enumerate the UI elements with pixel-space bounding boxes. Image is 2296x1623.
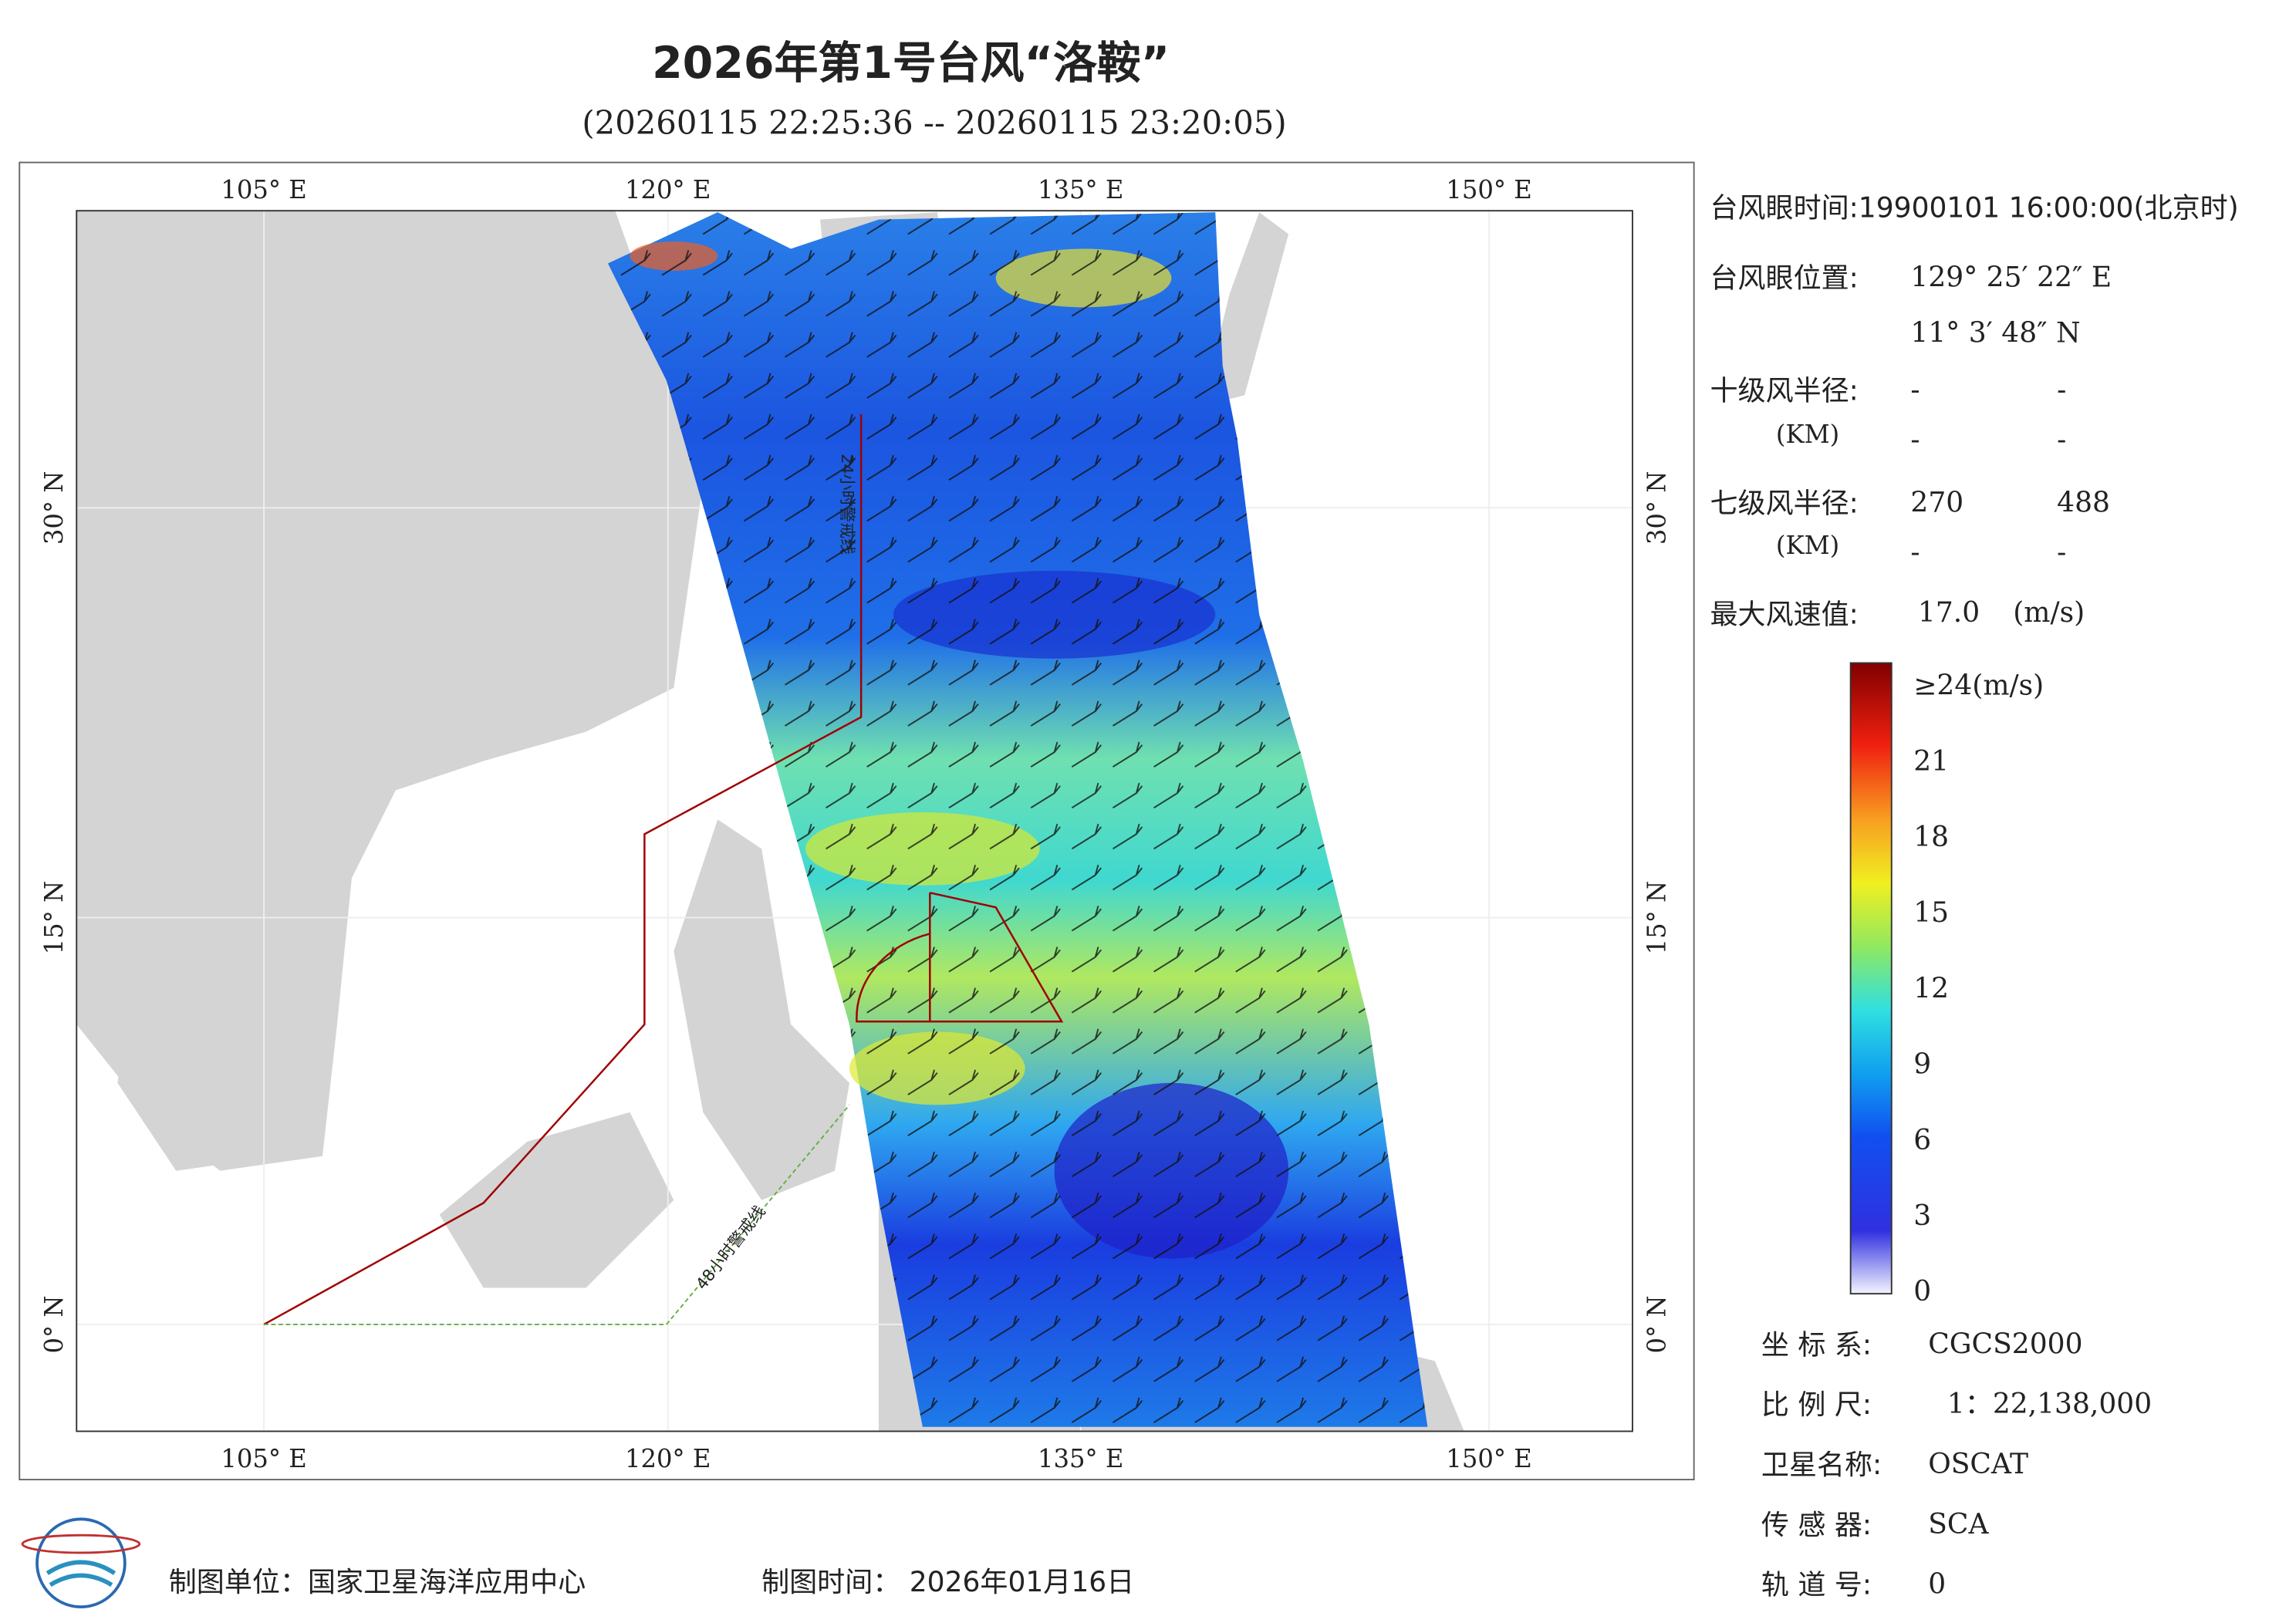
lon-label: 150° E — [1446, 1444, 1531, 1473]
max-wind: 17.0 — [1918, 597, 1980, 629]
meta-value: CGCS2000 — [1928, 1328, 2082, 1360]
footer-time: 制图时间： 2026年01月16日 — [761, 1567, 1134, 1598]
r10-value: - — [1910, 424, 1920, 456]
meta-label: 比 例 尺: — [1761, 1389, 1872, 1421]
lon-label: 105° E — [221, 1444, 306, 1473]
r10-label: 十级风半径: — [1710, 375, 1859, 407]
meta-label: 卫星名称: — [1761, 1449, 1882, 1481]
meta-value: 1：22,138,000 — [1947, 1388, 2152, 1420]
lat-label: 0° N — [39, 1295, 69, 1353]
eye-position-label: 台风眼位置: — [1710, 262, 1859, 294]
r7-value: - — [1910, 537, 1920, 569]
meta-label: 轨 道 号: — [1761, 1570, 1872, 1601]
lon-label: 105° E — [221, 175, 306, 204]
meta-value: 0 — [1928, 1569, 1946, 1601]
lon-label: 150° E — [1446, 175, 1531, 204]
title: 2026年第1号台风“洛鞍” — [652, 38, 1170, 89]
lon-label: 135° E — [1038, 175, 1123, 204]
warning-line-24h — [263, 413, 863, 1326]
r7-label: 七级风半径: — [1710, 488, 1859, 520]
max-wind-label: 最大风速值: — [1710, 599, 1859, 631]
meta-value: OSCAT — [1928, 1449, 2028, 1480]
warning-label-24h: 24小时警戒线 — [838, 454, 856, 555]
r7-value: 488 — [2057, 488, 2110, 519]
r10-value: - — [2057, 374, 2066, 406]
wind-barbs — [607, 212, 1428, 1427]
r10-unit: (KM) — [1776, 420, 1839, 449]
land-islands — [117, 212, 1464, 1432]
lat-label: 15° N — [39, 881, 69, 955]
meta-label: 坐 标 系: — [1761, 1329, 1872, 1361]
eye-lon: 129° 25′ 22″ E — [1910, 262, 2112, 293]
map-frame — [19, 161, 1695, 1481]
lat-label: 30° N — [1643, 471, 1672, 545]
r10-value: - — [2057, 424, 2066, 456]
map: 24小时警戒线 48小时警戒线 — [76, 211, 1633, 1432]
lon-label: 120° E — [625, 1444, 711, 1473]
eye-time: 台风眼时间:19900101 16:00:00(北京时) — [1710, 192, 2239, 224]
map-border — [76, 210, 1633, 1432]
subtitle: (20260115 22:25:36 -- 20260115 23:20:05) — [582, 104, 1286, 142]
meta-value: SCA — [1928, 1509, 1989, 1540]
colorbar-label: 0 — [1913, 1276, 1931, 1308]
lon-label: 120° E — [625, 175, 711, 204]
wind-radius — [856, 892, 1064, 1023]
colorbar-label: ≥24(m/s) — [1913, 670, 2044, 702]
r7-value: - — [2057, 537, 2066, 569]
colorbar-label: 21 — [1913, 746, 1949, 778]
colorbar-label: 12 — [1913, 973, 1949, 1004]
colorbar-label: 3 — [1913, 1200, 1931, 1232]
logo — [21, 1517, 141, 1609]
land-asia — [76, 211, 704, 1171]
lat-label: 30° N — [39, 471, 69, 545]
colorbar-label: 9 — [1913, 1049, 1931, 1081]
r7-value: 270 — [1910, 488, 1963, 519]
eye-lat: 11° 3′ 48″ N — [1910, 317, 2080, 349]
colorbar-label: 15 — [1913, 897, 1949, 929]
lat-label: 0° N — [1643, 1295, 1672, 1353]
r7-unit: (KM) — [1776, 531, 1839, 560]
max-wind-unit: (m/s) — [2013, 597, 2085, 629]
r10-value: - — [1910, 374, 1920, 406]
footer-unit: 制图单位：国家卫星海洋应用中心 — [169, 1567, 586, 1598]
colorbar — [1849, 662, 1893, 1295]
colorbar-label: 18 — [1913, 822, 1949, 853]
warning-line-48h — [264, 1104, 850, 1325]
colorbar-label: 6 — [1913, 1125, 1931, 1156]
lat-label: 15° N — [1643, 881, 1672, 955]
meta-label: 传 感 器: — [1761, 1510, 1872, 1541]
lon-label: 135° E — [1038, 1444, 1123, 1473]
